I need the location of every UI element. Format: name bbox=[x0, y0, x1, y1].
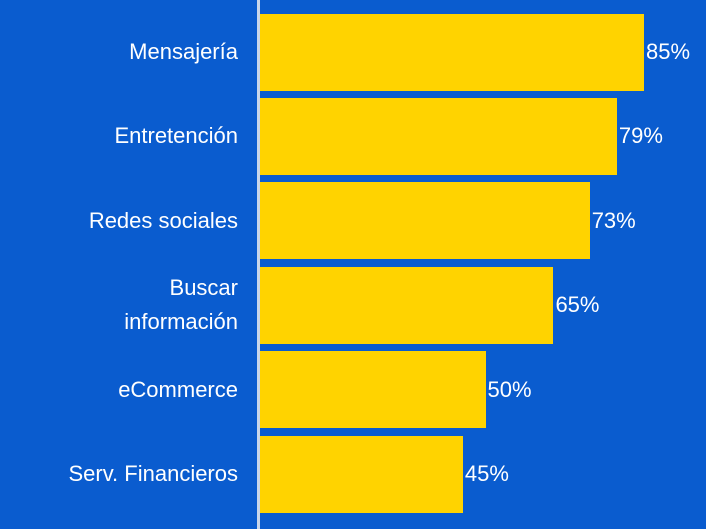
bar bbox=[259, 435, 463, 513]
category-label: Mensajería bbox=[129, 39, 238, 64]
category-label: Buscar información bbox=[124, 275, 238, 335]
value-label: 73% bbox=[591, 207, 636, 233]
category-label: eCommerce bbox=[118, 376, 238, 402]
bar bbox=[259, 97, 617, 175]
bar bbox=[259, 182, 590, 260]
value-label: 79% bbox=[618, 123, 663, 149]
value-label: 50% bbox=[487, 376, 532, 402]
axis-line bbox=[257, 0, 260, 529]
bar bbox=[259, 266, 554, 344]
bar bbox=[259, 351, 486, 429]
value-label: 85% bbox=[646, 39, 691, 64]
category-label: Entretención bbox=[114, 123, 238, 149]
category-label: Redes sociales bbox=[88, 207, 238, 233]
value-label: 45% bbox=[464, 461, 509, 486]
bar bbox=[259, 13, 645, 91]
category-label: Serv. Financieros bbox=[68, 461, 238, 486]
value-label: 65% bbox=[555, 292, 600, 318]
